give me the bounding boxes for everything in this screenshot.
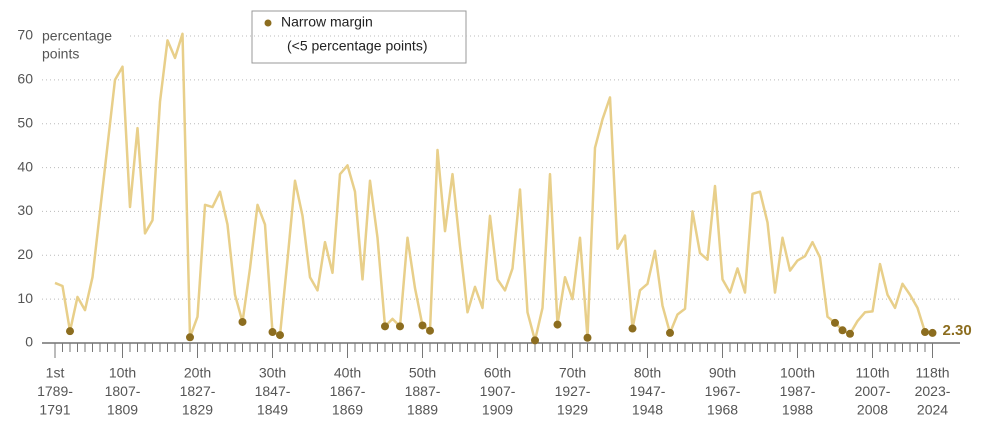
legend-subtitle: (<5 percentage points)	[287, 38, 427, 54]
narrow-margin-dot	[553, 320, 562, 329]
x-tick-label: 1967-	[705, 383, 741, 399]
x-tick-label: 1929	[557, 402, 588, 418]
x-tick-label: 1847-	[255, 383, 291, 399]
narrow-margin-dot	[381, 322, 389, 331]
y-tick-label: 30	[17, 202, 33, 218]
y-axis-label: percentage	[42, 28, 112, 44]
narrow-margin-dot	[928, 328, 937, 337]
narrow-margin-dot	[921, 328, 929, 337]
x-tick-label: 1948	[632, 402, 663, 418]
x-tick-label: 70th	[559, 365, 586, 381]
y-tick-label: 60	[17, 71, 33, 87]
x-tick-label: 1789-	[37, 383, 73, 399]
narrow-margin-dot	[238, 317, 247, 326]
x-tick-label: 90th	[709, 365, 736, 381]
narrow-margin-dot	[666, 328, 674, 337]
narrow-margin-dot	[268, 328, 277, 337]
narrow-margin-dot	[66, 327, 74, 336]
y-tick-label: 50	[17, 114, 33, 130]
narrow-margin-dot	[583, 333, 592, 342]
x-tick-label: 10th	[109, 365, 136, 381]
x-tick-label: 1987-	[780, 383, 816, 399]
legend: Narrow margin (<5 percentage points)	[251, 10, 467, 64]
x-tick-label: 1927-	[555, 383, 591, 399]
x-tick-label: 1907-	[480, 383, 516, 399]
x-tick-label: 1988	[782, 402, 813, 418]
narrow-margin-dot	[186, 333, 194, 342]
x-tick-label: 50th	[409, 365, 436, 381]
x-tick-label: 2024	[917, 402, 948, 418]
x-tick-label: 20th	[184, 365, 211, 381]
x-tick-label: 1947-	[630, 383, 666, 399]
y-tick-label: 70	[17, 27, 33, 43]
narrow-margin-dot	[276, 331, 284, 340]
y-axis-label: points	[42, 46, 79, 62]
x-tick-label: 1809	[107, 402, 138, 418]
legend-dot	[264, 19, 272, 27]
narrow-margin-dot	[396, 322, 404, 331]
x-tick-label: 80th	[634, 365, 661, 381]
narrow-margin-dot	[531, 336, 539, 345]
narrow-margin-dot	[846, 329, 854, 338]
x-tick-label: 1829	[182, 402, 213, 418]
x-tick-label: 1968	[707, 402, 738, 418]
x-tick-label: 1869	[332, 402, 363, 418]
x-tick-label: 2023-	[915, 383, 951, 399]
legend-box	[251, 10, 467, 64]
x-tick-label: 100th	[780, 365, 815, 381]
y-tick-label: 10	[17, 290, 33, 306]
y-tick-label: 20	[17, 246, 33, 262]
x-tick-label: 1867-	[330, 383, 366, 399]
narrow-margin-dot	[831, 318, 839, 327]
x-tick-label: 1807-	[105, 383, 141, 399]
narrow-margin-dot	[838, 326, 847, 335]
x-tick-label: 1827-	[180, 383, 216, 399]
y-tick-label: 40	[17, 158, 33, 174]
y-tick-label: 0	[25, 334, 33, 350]
x-tick-label: 30th	[259, 365, 286, 381]
x-tick-label: 1887-	[405, 383, 441, 399]
x-tick-label: 1889	[407, 402, 438, 418]
x-tick-label: 118th	[916, 365, 950, 381]
x-tick-label: 2008	[857, 402, 888, 418]
narrow-margin-dot	[418, 321, 427, 330]
narrow-margin-dot	[628, 324, 637, 333]
x-tick-label: 40th	[334, 365, 361, 381]
x-tick-label: 2007-	[855, 383, 891, 399]
x-tick-label: 1st	[46, 365, 65, 381]
x-tick-label: 110th	[856, 365, 890, 381]
x-tick-label: 1849	[257, 402, 288, 418]
narrow-margin-dot	[426, 326, 434, 335]
data-line	[54, 32, 933, 342]
x-tick-label: 60th	[484, 365, 511, 381]
x-tick-label: 1909	[482, 402, 513, 418]
value-label: 2.30	[943, 322, 972, 339]
x-tick-label: 1791	[39, 402, 70, 418]
legend-title: Narrow margin	[281, 14, 373, 30]
